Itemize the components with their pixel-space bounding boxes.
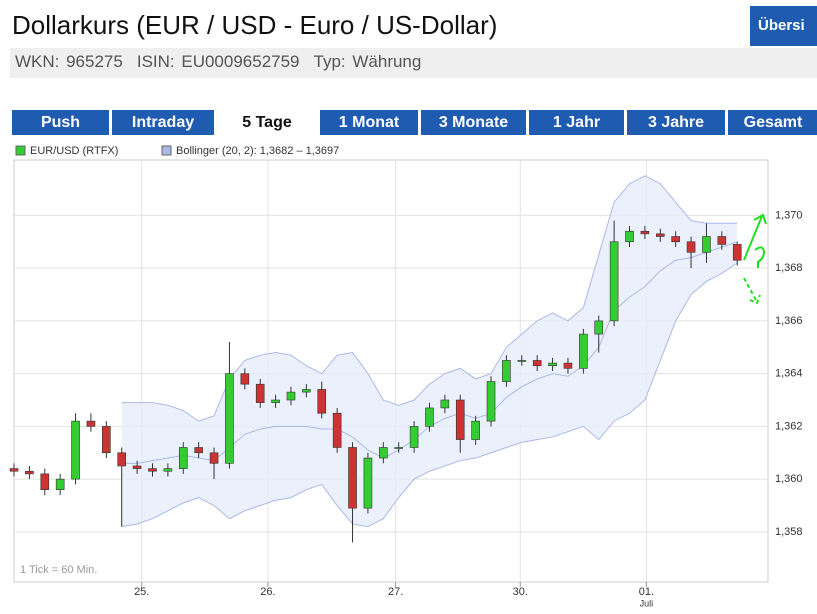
candle-body: [717, 236, 727, 245]
candle-body: [194, 447, 203, 454]
x-tick-label: 27.: [388, 586, 403, 598]
candle-body: [532, 360, 542, 367]
candle-body: [379, 447, 388, 459]
candle-body: [702, 236, 711, 253]
candle-body: [517, 360, 527, 362]
candle-body: [40, 473, 50, 490]
candle-body: [425, 407, 434, 427]
info-bar: WKN: 965275 ISIN: EU0009652759 Typ: Währun…: [10, 48, 817, 78]
tab[interactable]: Push: [12, 110, 109, 135]
candle-body: [9, 468, 19, 472]
page-title: Dollarkurs (EUR / USD - Euro / US-Dollar…: [12, 10, 498, 40]
tab[interactable]: 1 Jahr: [529, 110, 624, 135]
candle-body: [486, 381, 496, 422]
candle-body: [563, 362, 573, 369]
isin: ISIN: EU0009652759: [136, 52, 300, 71]
tab[interactable]: Gesamt: [728, 110, 817, 135]
candle-body: [148, 468, 157, 472]
month-label: Juli: [640, 598, 654, 608]
x-tick-label: 30.: [513, 586, 528, 598]
typ: Typ: Währung: [313, 52, 422, 71]
candle-body: [686, 241, 696, 253]
annotation-question: [754, 246, 766, 268]
overview-button[interactable]: Übersi: [750, 6, 817, 46]
candle-body: [286, 391, 296, 401]
y-tick-label: 1,358: [775, 526, 803, 538]
tick-note: 1 Tick = 60 Min.: [20, 564, 97, 576]
candle-body: [609, 241, 619, 322]
candle-body: [440, 399, 450, 409]
candle-body: [25, 470, 34, 475]
candle-body: [502, 360, 511, 382]
range-tabs: Push Intraday 5 Tage 1 Monat 3 Monate 1 Jahr 3…: [12, 110, 817, 135]
legend-label: EUR/USD (RTFX): [30, 145, 118, 157]
candle-body: [240, 373, 250, 385]
bollinger-upper: [121, 175, 738, 422]
candle-body: [117, 452, 127, 467]
candle-body: [86, 420, 96, 427]
candle-body: [471, 420, 480, 440]
annotation-arrow-up: [743, 213, 767, 261]
x-tick-label: 26.: [260, 586, 275, 598]
tab[interactable]: 1 Monat: [320, 110, 418, 135]
y-tick-label: 1,366: [775, 315, 803, 327]
wkn: WKN: 965275: [15, 52, 123, 71]
candle-body: [178, 447, 188, 469]
candle-body: [102, 426, 111, 454]
candle-body: [625, 230, 634, 243]
candle-body: [225, 373, 234, 464]
y-tick-label: 1,364: [775, 368, 803, 380]
candle-body: [455, 399, 465, 440]
y-tick-label: 1,368: [775, 262, 803, 274]
candle-body: [163, 468, 173, 472]
candle-body: [55, 478, 65, 490]
y-tick-label: 1,360: [775, 473, 803, 485]
candle-body: [71, 420, 80, 480]
candle-body: [363, 457, 373, 509]
x-tick-label: 25.: [134, 586, 149, 598]
bollinger-lower: [121, 262, 738, 528]
candle-body: [348, 447, 357, 509]
tab[interactable]: Intraday: [112, 110, 214, 135]
candle-body: [409, 426, 419, 448]
bollinger-area: [121, 175, 738, 527]
candle-body: [655, 233, 665, 237]
candle-body: [594, 320, 604, 335]
candle-body: [732, 244, 742, 261]
y-tick-label: 1,370: [775, 209, 803, 221]
candle-body: [317, 389, 327, 414]
legend-label: Bollinger (20, 2): 1,3682 – 1,3697: [176, 145, 339, 157]
annotation-arrow-down: [743, 277, 761, 305]
y-tick-label: 1,362: [775, 420, 803, 432]
candle-body: [302, 389, 311, 393]
candle-body: [548, 362, 557, 367]
candle-body: [394, 447, 403, 449]
candle-body: [132, 465, 142, 469]
candle-body: [640, 230, 650, 235]
tab[interactable]: 3 Jahre: [627, 110, 725, 135]
candle-body: [332, 412, 342, 448]
x-tick-label: 01.: [639, 586, 654, 598]
tab[interactable]: 3 Monate: [421, 110, 526, 135]
candle-body: [255, 383, 265, 403]
tab[interactable]: 5 Tage: [217, 110, 317, 135]
candle-body: [209, 452, 219, 464]
legend-swatch: [161, 145, 172, 156]
candle-body: [271, 399, 280, 403]
candle-body: [579, 333, 588, 369]
legend-swatch: [15, 145, 26, 156]
candle-body: [671, 236, 680, 243]
